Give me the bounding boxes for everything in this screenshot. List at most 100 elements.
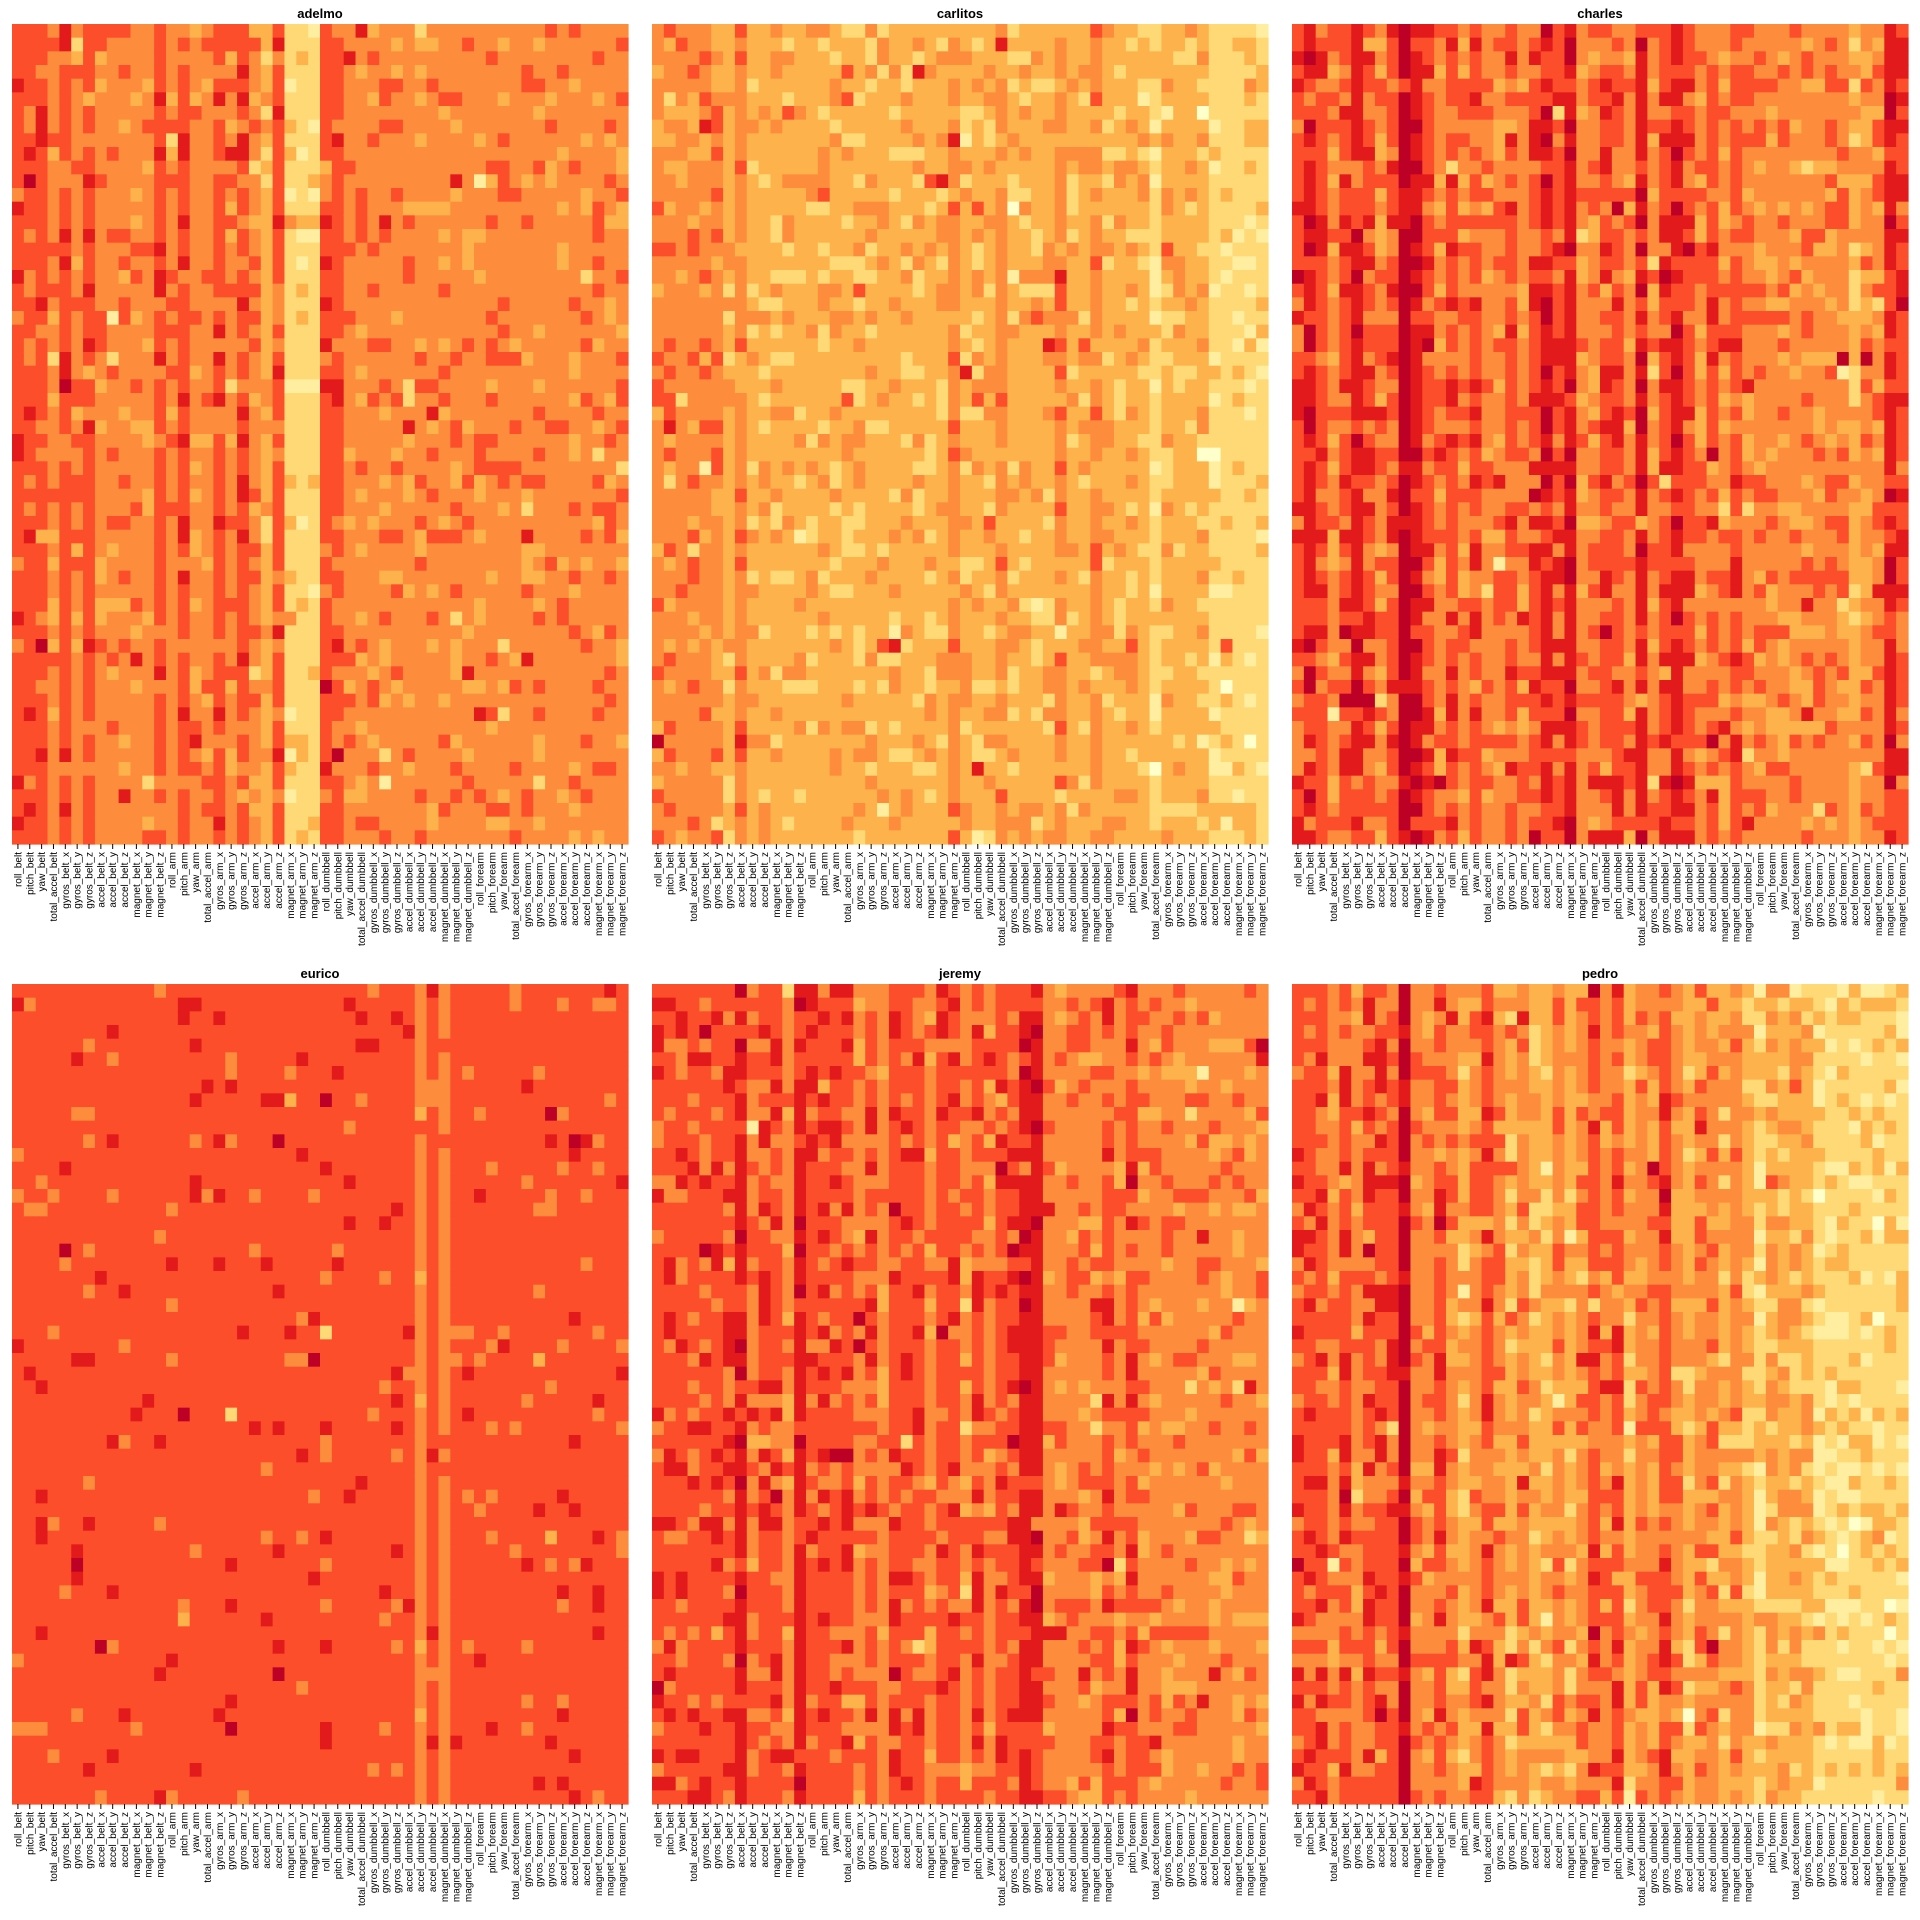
heatmap-cell	[533, 51, 546, 66]
heatmap-cell	[189, 365, 203, 380]
heatmap-cell	[331, 652, 345, 667]
heatmap-cell	[308, 652, 321, 667]
heatmap-cell	[35, 803, 49, 818]
heatmap-cell	[367, 557, 380, 572]
heatmap-cell	[971, 707, 985, 722]
heatmap-cell	[12, 584, 25, 599]
heatmap-cell	[320, 65, 333, 80]
heatmap-cell	[414, 434, 428, 449]
heatmap-cell	[71, 475, 84, 490]
heatmap-cell	[568, 420, 582, 435]
heatmap-cell	[758, 133, 772, 148]
heatmap-cell	[485, 160, 499, 175]
heatmap-cell	[533, 133, 546, 148]
heatmap-cell	[320, 775, 333, 790]
heatmap-cell	[983, 830, 997, 845]
heatmap-cell	[355, 92, 368, 107]
heatmap-cell	[497, 201, 511, 216]
heatmap-cell	[711, 160, 724, 175]
heatmap-cell	[853, 365, 866, 380]
heatmap-cell	[521, 352, 534, 367]
heatmap-cell	[545, 338, 558, 353]
heatmap-cell	[118, 830, 132, 845]
heatmap-cell	[83, 830, 96, 845]
heatmap-cell	[806, 516, 819, 531]
heatmap-cell	[213, 543, 226, 558]
heatmap-cell	[711, 529, 724, 544]
heatmap-cell	[189, 160, 203, 175]
heatmap-cell	[900, 270, 914, 285]
heatmap-cell	[687, 488, 700, 503]
heatmap-cell	[189, 92, 203, 107]
heatmap-cell	[12, 406, 25, 421]
heatmap-cell	[35, 762, 49, 777]
heatmap-cell	[841, 92, 854, 107]
heatmap-cell	[853, 242, 866, 257]
heatmap-cell	[308, 721, 321, 736]
heatmap-cell	[438, 748, 451, 763]
heatmap-cell	[746, 133, 760, 148]
heatmap-cell	[723, 37, 736, 52]
heatmap-cell	[201, 106, 214, 121]
heatmap-cell	[260, 393, 274, 408]
heatmap-cell	[438, 65, 451, 80]
heatmap-cell	[177, 37, 191, 52]
heatmap-cell	[391, 680, 404, 695]
heatmap-cell	[734, 51, 748, 66]
heatmap-cell	[568, 283, 582, 298]
heatmap-cell	[723, 707, 736, 722]
heatmap-cell	[248, 734, 262, 749]
heatmap-cell	[568, 78, 582, 93]
heatmap-cell	[900, 557, 914, 572]
heatmap-cell	[331, 434, 345, 449]
heatmap-cell	[936, 693, 949, 708]
heatmap-cell	[331, 762, 345, 777]
heatmap-cell	[94, 434, 108, 449]
heatmap-cell	[438, 379, 451, 394]
heatmap-cell	[900, 789, 914, 804]
heatmap-cell	[758, 119, 772, 134]
heatmap-cell	[260, 188, 274, 203]
heatmap-cell	[142, 379, 155, 394]
heatmap-cell	[983, 393, 997, 408]
heatmap-cell	[343, 51, 357, 66]
heatmap-cell	[533, 748, 546, 763]
heatmap-cell	[450, 830, 463, 845]
heatmap-cell	[201, 707, 214, 722]
heatmap-cell	[663, 24, 677, 39]
heatmap-cell	[47, 365, 60, 380]
heatmap-cell	[782, 406, 795, 421]
heatmap-cell	[746, 803, 760, 818]
heatmap-cell	[521, 106, 534, 121]
heatmap-cell	[23, 406, 37, 421]
heatmap-cell	[355, 338, 368, 353]
x-tick-label: magnet_dumbbell_y	[452, 852, 463, 942]
heatmap-cell	[687, 707, 700, 722]
heatmap-cell	[320, 611, 333, 626]
heatmap-cell	[367, 352, 380, 367]
heatmap-cell	[106, 707, 120, 722]
heatmap-cell	[533, 666, 546, 681]
heatmap-cell	[213, 666, 226, 681]
heatmap-cell	[94, 201, 108, 216]
heatmap-cell	[296, 557, 309, 572]
heatmap-cell	[841, 502, 854, 517]
heatmap-cell	[912, 119, 926, 134]
heatmap-cell	[758, 352, 772, 367]
heatmap-cell	[402, 488, 416, 503]
heatmap-cell	[391, 24, 404, 39]
heatmap-cell	[568, 352, 582, 367]
heatmap-cell	[355, 529, 368, 544]
heatmap-cell	[379, 338, 392, 353]
heatmap-cell	[592, 65, 605, 80]
heatmap-cell	[794, 680, 807, 695]
heatmap-cell	[130, 775, 143, 790]
heatmap-cell	[260, 557, 274, 572]
heatmap-cell	[474, 461, 487, 476]
heatmap-cell	[71, 734, 84, 749]
heatmap-cell	[142, 666, 155, 681]
heatmap-cell	[746, 78, 760, 93]
heatmap-cell	[960, 24, 973, 39]
heatmap-cell	[154, 37, 167, 52]
heatmap-cell	[367, 639, 380, 654]
